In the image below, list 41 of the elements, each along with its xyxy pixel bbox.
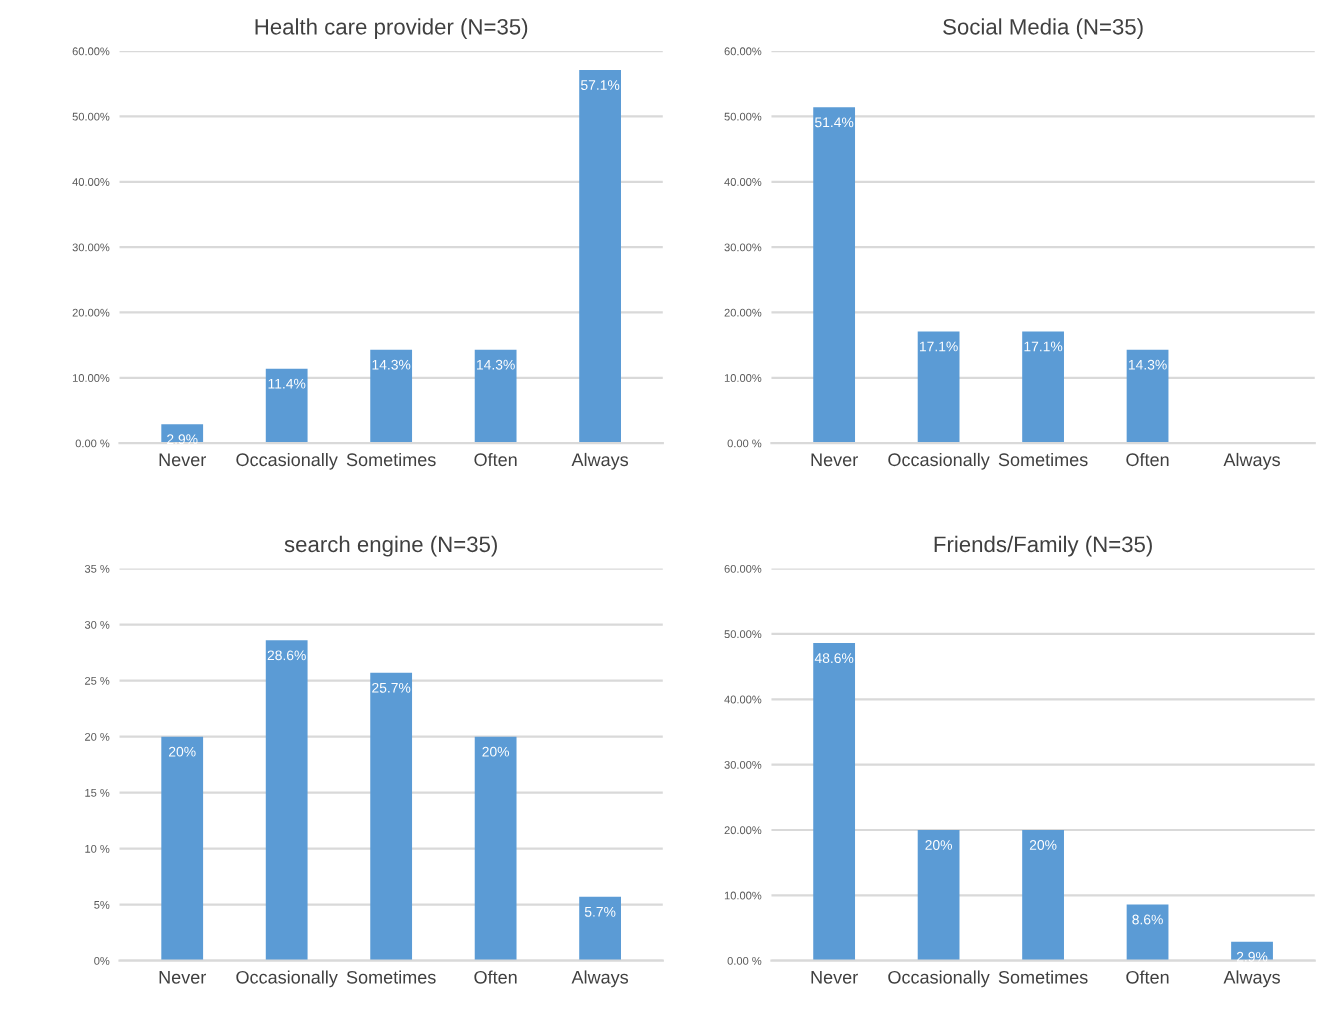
x-tick-label: Occasionally <box>236 452 338 470</box>
x-tick-label: Always <box>571 970 629 988</box>
x-tick-label: Occasionally <box>888 970 990 988</box>
x-tick-label: Never <box>811 971 858 984</box>
bar <box>474 736 517 961</box>
bar <box>265 640 308 961</box>
x-tick-label: Occasionally <box>236 970 338 988</box>
x-tick-label: Often <box>1126 970 1169 984</box>
chart-title: Health care provider (N=35) <box>255 18 528 40</box>
x-tick-label: Always <box>1223 970 1280 988</box>
bar <box>917 829 960 961</box>
bar <box>1126 904 1169 961</box>
x-tick-label: Never <box>159 971 206 984</box>
bar <box>474 349 517 444</box>
bar <box>1022 829 1064 961</box>
x-tick-label: Never <box>811 453 858 467</box>
bar <box>370 672 413 961</box>
bar <box>1022 331 1064 444</box>
bar <box>265 368 308 444</box>
bar <box>579 896 621 961</box>
x-tick-label: Often <box>1126 452 1169 467</box>
bar <box>813 643 856 961</box>
x-tick-label: Sometimes <box>346 452 436 467</box>
bar <box>370 349 413 444</box>
x-tick-label: Always <box>1223 452 1280 470</box>
bar <box>917 331 960 444</box>
x-tick-label: Occasionally <box>888 452 990 470</box>
bar <box>579 70 621 444</box>
x-tick-label: Sometimes <box>346 970 436 984</box>
bar <box>1126 349 1169 444</box>
x-tick-label: Never <box>159 453 206 467</box>
x-tick-label: Sometimes <box>998 452 1088 467</box>
chart-title: search engine (N=35) <box>284 535 497 557</box>
chart-title: Social Media (N=35) <box>943 18 1143 40</box>
chart-title: Friends/Family (N=35) <box>934 535 1152 557</box>
x-tick-label: Often <box>474 452 517 467</box>
bar <box>161 736 204 961</box>
x-tick-label: Always <box>571 452 629 470</box>
x-tick-label: Sometimes <box>998 970 1088 984</box>
x-tick-label: Often <box>474 970 517 984</box>
bar <box>813 107 856 444</box>
